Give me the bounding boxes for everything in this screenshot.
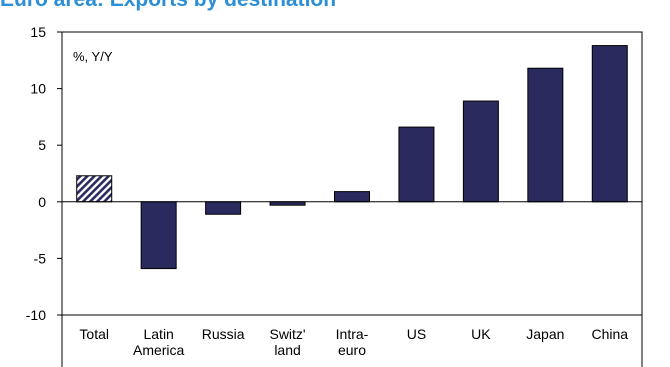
y-tick-label: 10 [30,81,46,97]
bar [398,126,435,203]
y-tick-label: 0 [38,194,46,210]
bar [334,191,370,203]
category-label: US [407,326,426,342]
plot-frame [61,31,643,316]
x-axis-labels: Total Latin America Russia Switz' land Intra-e… [79,326,628,358]
bar [527,67,564,203]
category-label: Latin America [133,326,185,358]
y-tick-label: -10 [26,307,46,323]
bar [76,175,113,203]
category-label: China [591,326,628,342]
bar [462,100,499,203]
category-label: Intra-euro [336,326,369,358]
category-label: UK [471,326,491,342]
category-label: Switz' land [269,326,305,358]
bar [591,45,628,203]
chart-title: Euro area: Exports by destination [0,0,336,12]
bar [269,201,306,206]
y-tick-label: -5 [34,250,47,266]
unit-label: %, Y/Y [73,49,113,64]
category-label: Total [79,326,109,342]
bar [205,201,242,215]
y-tick-label: 5 [38,137,46,153]
category-label: Russia [202,326,245,342]
bars [76,45,628,270]
y-axis: -10 -5 0 5 10 15 [26,24,62,323]
bar [140,201,177,270]
category-label: Japan [526,326,564,342]
y-tick-label: 15 [30,24,46,40]
